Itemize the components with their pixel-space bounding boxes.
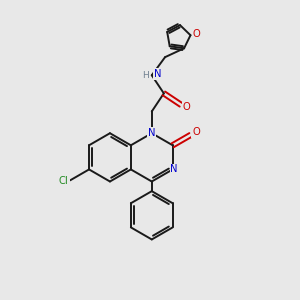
Text: O: O <box>193 29 200 39</box>
Text: O: O <box>182 102 190 112</box>
Text: Cl: Cl <box>59 176 69 186</box>
Text: H: H <box>142 71 149 80</box>
Text: O: O <box>192 127 200 137</box>
Text: N: N <box>170 164 178 174</box>
Text: N: N <box>148 128 155 138</box>
Text: N: N <box>154 69 161 79</box>
